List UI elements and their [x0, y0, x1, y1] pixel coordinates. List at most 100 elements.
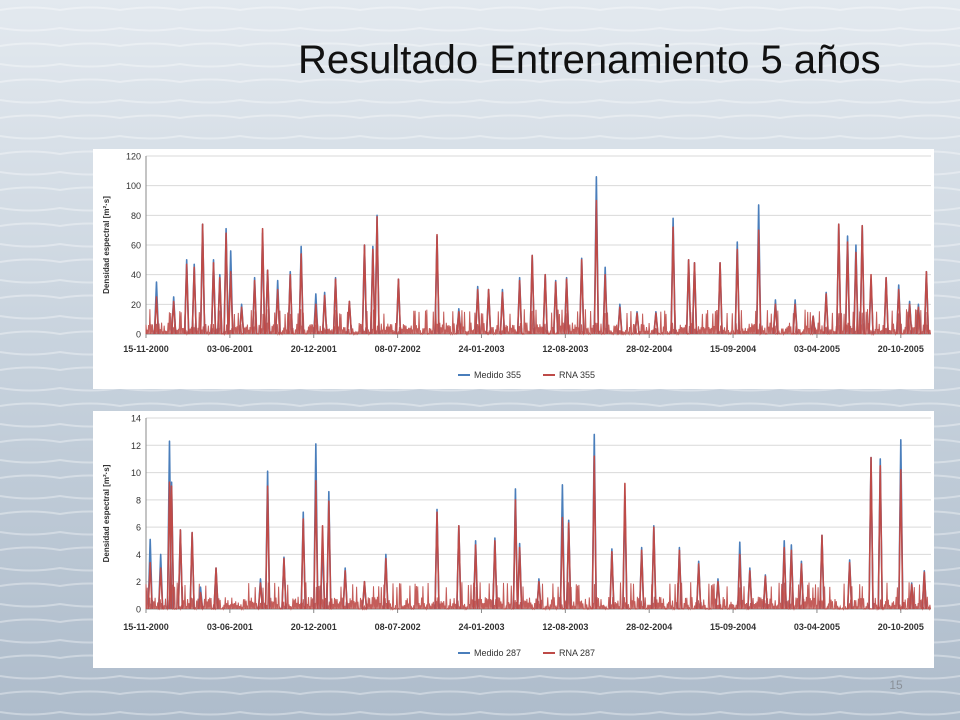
data-spike [906, 303, 913, 335]
ripple [0, 6, 960, 12]
x-tick-label: 08-07-2002 [375, 344, 421, 354]
x-tick-label: 20-10-2005 [878, 344, 924, 354]
chart-287: 0 2 4 6 8 10 12 14 15-11-2000 03-06-2001 20-12-200… [102, 414, 931, 658]
data-spike [370, 248, 376, 335]
data-spike [346, 300, 353, 335]
data-spike [492, 539, 498, 610]
data-spike [259, 227, 266, 335]
data-spike [915, 306, 922, 335]
data-spike [199, 223, 206, 335]
data-spike [609, 550, 615, 610]
page-number: 15 [889, 678, 903, 692]
data-spike [300, 518, 307, 610]
data-spike [602, 273, 608, 335]
data-spike [921, 571, 928, 610]
ripple [0, 26, 960, 32]
ripple [0, 42, 960, 48]
x-tick-label: 03-06-2001 [207, 344, 253, 354]
data-spike [810, 315, 816, 335]
data-spike [516, 546, 523, 610]
data-spike [552, 281, 559, 335]
data-spike [868, 273, 874, 335]
data-spike [274, 288, 281, 335]
data-spike [313, 479, 319, 610]
data-spike [734, 248, 741, 335]
ripple [0, 690, 960, 696]
data-spike [395, 278, 402, 335]
data-spike [798, 563, 805, 610]
data-spike [536, 580, 542, 610]
data-spike [846, 561, 853, 610]
data-spike [695, 563, 702, 610]
data-spike [217, 276, 223, 335]
data-spike [772, 303, 779, 335]
chart-panel-medido-355: 0 20 40 60 80 100 120 15-11-2000 03-06-2001 20-12… [93, 149, 934, 389]
data-spike [472, 544, 479, 610]
y-tick-label: 8 [136, 495, 141, 505]
data-spike [183, 263, 190, 335]
data-spike [670, 226, 676, 335]
data-spike [638, 549, 645, 610]
data-spike [755, 229, 762, 335]
data-spike [685, 259, 692, 335]
data-spike [908, 583, 915, 610]
data-spike [474, 288, 481, 335]
data-spike [591, 455, 598, 610]
y-tick-label: 0 [136, 330, 141, 340]
data-spike [170, 300, 177, 335]
data-spike [653, 312, 659, 335]
y-tick-label: 12 [131, 441, 141, 451]
data-spike [342, 570, 348, 610]
data-spike [321, 294, 328, 335]
ripple [0, 114, 960, 120]
ripple [0, 710, 960, 716]
y-tick-label: 120 [126, 152, 141, 162]
data-spike [747, 570, 753, 610]
legend-label: RNA 355 [559, 370, 595, 380]
data-spike [147, 561, 153, 610]
legend-label: Medido 355 [474, 370, 521, 380]
x-tick-label: 20-10-2005 [878, 622, 924, 632]
x-tick-label: 28-02-2004 [626, 622, 672, 632]
data-spike [823, 293, 829, 335]
y-tick-label: 10 [131, 468, 141, 478]
data-spike [383, 557, 389, 610]
series-measured [153, 175, 930, 335]
x-tick-label: 15-11-2000 [123, 344, 169, 354]
data-spike [281, 557, 287, 610]
y-tick-label: 20 [131, 300, 141, 310]
x-tick-label: 15-09-2004 [710, 622, 756, 632]
data-spike [565, 522, 572, 610]
y-tick-label: 6 [136, 523, 141, 533]
ripple [0, 98, 960, 104]
data-spike [168, 485, 175, 610]
data-spike [898, 469, 904, 610]
data-spike [691, 262, 698, 335]
data-spike [853, 251, 859, 335]
data-spike [651, 526, 657, 610]
data-spike [593, 199, 600, 335]
data-spike [374, 216, 380, 335]
data-spike [189, 531, 195, 610]
data-spike [715, 580, 721, 610]
data-spike [563, 278, 570, 335]
y-tick-label: 2 [136, 577, 141, 587]
data-spike [485, 288, 492, 335]
data-spike [859, 224, 866, 335]
data-spike [895, 288, 902, 335]
x-tick-label: 03-06-2001 [207, 622, 253, 632]
y-tick-label: 4 [136, 550, 141, 560]
data-spike [835, 223, 842, 335]
data-spike [883, 276, 889, 335]
y-axis-title: Densidad espectral [m²·s] [102, 196, 111, 294]
y-tick-label: 80 [131, 211, 141, 221]
data-spike [762, 575, 769, 610]
data-spike [264, 269, 271, 335]
ripple [0, 62, 960, 68]
x-tick-label: 03-04-2005 [794, 344, 840, 354]
data-spike [717, 262, 723, 335]
data-spike [676, 549, 683, 610]
data-spike [516, 279, 523, 335]
x-tick-label: 28-02-2004 [626, 344, 672, 354]
data-spike [456, 310, 462, 335]
